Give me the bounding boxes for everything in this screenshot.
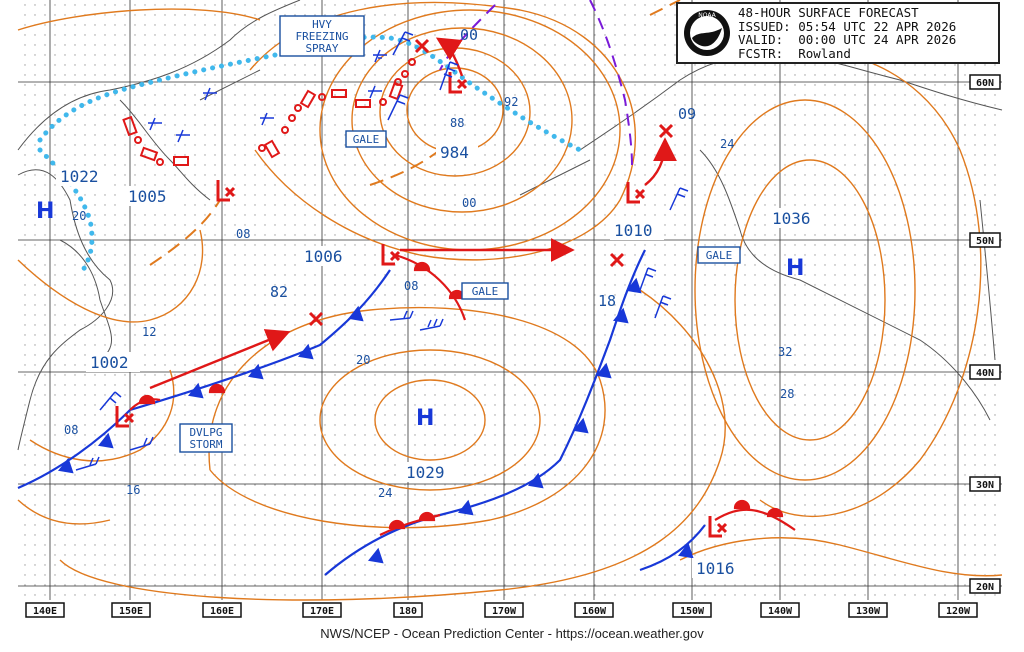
- isobar-label: 28: [780, 387, 794, 401]
- dvlpg-label: DVLPG: [189, 426, 222, 439]
- isobar-label: 08: [404, 279, 418, 293]
- isobar-label: 08: [64, 423, 78, 437]
- warm-fronts: [129, 253, 796, 536]
- pressure-values: 1022 1005 1006 984 1010 1036 1029 1002 1…: [56, 142, 822, 578]
- lon-label: 150W: [680, 606, 705, 617]
- forecast-header: NOAA 48-HOUR SURFACE FORECAST ISSUED: 05:…: [676, 2, 1000, 64]
- noaa-logo-text: NOAA: [698, 12, 716, 19]
- pressure-1029: 1029: [406, 463, 445, 482]
- isobar-label-09: 09: [678, 105, 696, 123]
- freezing-label: FREEZING: [296, 30, 349, 43]
- lat-label: 50N: [976, 236, 994, 247]
- lon-label: 180: [399, 606, 417, 617]
- footer-credit: NWS/NCEP - Ocean Prediction Center - htt…: [320, 626, 704, 641]
- isobar-labels: 92 88 00 08 20 12 08 16 24 20 24 32 28 0…: [64, 95, 794, 500]
- lon-label: 130W: [856, 606, 881, 617]
- isobar-label-18: 18: [598, 292, 616, 310]
- lon-label: 140W: [768, 606, 793, 617]
- pressure-1022: 1022: [60, 167, 99, 186]
- svg-text:H: H: [786, 256, 804, 281]
- pressure-1010: 1010: [614, 221, 653, 240]
- isobar-label: 20: [72, 209, 86, 223]
- hvy-label: HVY: [312, 18, 332, 31]
- longitude-axis: 140E 150E 160E 170E 180 170W 160W 150W 1…: [25, 602, 978, 618]
- isobar-label-82: 82: [270, 283, 288, 301]
- svg-text:H: H: [416, 406, 434, 431]
- pressure-1036: 1036: [772, 209, 811, 228]
- header-title: 48-HOUR SURFACE FORECAST: [738, 5, 919, 20]
- spray-label: SPRAY: [305, 42, 338, 55]
- track-arrow-icon: [149, 37, 677, 390]
- low-center-icon: [115, 38, 728, 538]
- lon-label: 170W: [492, 606, 517, 617]
- header-valid: VALID: 00:00 UTC 24 APR 2026: [738, 32, 957, 47]
- svg-text:H: H: [36, 199, 54, 224]
- header-forecaster: FCSTR: Rowland: [738, 45, 851, 61]
- map-background: [18, 0, 1002, 600]
- isobar-label-00: 00: [460, 26, 478, 44]
- storm-label: STORM: [189, 438, 222, 451]
- gale-label-3: GALE: [706, 249, 733, 262]
- pressure-984: 984: [440, 143, 469, 162]
- pressure-1016: 1016: [696, 559, 735, 578]
- latitude-axis: 60N 50N 40N 30N 20N: [969, 74, 1001, 594]
- gale-label-1: GALE: [353, 133, 380, 146]
- isobar-label: 16: [126, 483, 140, 497]
- lon-label: 140E: [33, 606, 57, 617]
- troughs: [149, 0, 681, 266]
- freezing-spray-symbols: [122, 58, 416, 166]
- isobar-label: 92: [504, 95, 518, 109]
- gale-label-2: GALE: [472, 285, 499, 298]
- lat-label: 60N: [976, 78, 994, 89]
- large-labels: 00 82 18 09: [270, 26, 696, 310]
- lon-label: 170E: [310, 606, 334, 617]
- lat-lon-grid: [18, 0, 1002, 600]
- lat-label: 30N: [976, 480, 994, 491]
- warning-boxes: HVY FREEZING SPRAY GALE GALE GALE DVLPG …: [179, 15, 741, 453]
- high-center-icon: H H H: [36, 199, 804, 431]
- lon-label: 160W: [582, 606, 607, 617]
- header-issued: ISSUED: 05:54 UTC 22 APR 2026: [738, 18, 957, 34]
- pressure-1002: 1002: [90, 353, 129, 372]
- isobar-label: 24: [378, 486, 392, 500]
- wind-barb-icon: [75, 31, 689, 471]
- isobar-label: 12: [142, 325, 156, 339]
- pressure-1005: 1005: [128, 187, 167, 206]
- lat-label: 20N: [976, 582, 994, 593]
- lon-label: 120W: [946, 606, 971, 617]
- isobar-label: 00: [462, 196, 476, 210]
- isobar-label: 88: [450, 116, 464, 130]
- lat-label: 40N: [976, 368, 994, 379]
- isobar-label: 20: [356, 353, 370, 367]
- lon-label: 160E: [210, 606, 234, 617]
- isobar-label: 24: [720, 137, 734, 151]
- noaa-logo-icon: NOAA: [684, 10, 730, 56]
- isobar-label: 08: [236, 227, 250, 241]
- isobar-label: 32: [778, 345, 792, 359]
- header-text: 48-HOUR SURFACE FORECAST ISSUED: 05:54 UT…: [738, 6, 956, 60]
- lon-label: 150E: [119, 606, 143, 617]
- pressure-1006: 1006: [304, 247, 343, 266]
